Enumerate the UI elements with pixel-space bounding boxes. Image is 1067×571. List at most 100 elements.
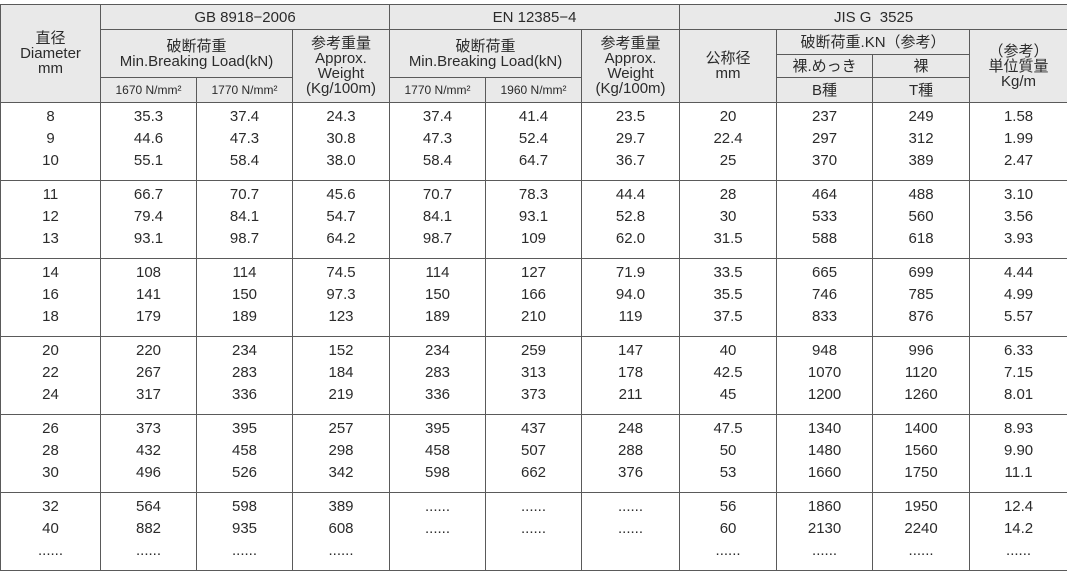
header-text: (Kg/100m)	[293, 81, 389, 96]
cell-text: 395	[390, 418, 485, 440]
cell-text: 948	[777, 340, 872, 362]
cell-text: 785	[873, 284, 969, 306]
cell-text: 395	[197, 418, 292, 440]
cell-text: 98.7	[390, 228, 485, 250]
cell-text: 14.2	[970, 518, 1067, 540]
cell-text: 317	[101, 384, 196, 406]
cell-text: 52.4	[486, 128, 581, 150]
cell-text: 1400	[873, 418, 969, 440]
cell-text: 665	[777, 262, 872, 284]
cell-text: 437	[486, 418, 581, 440]
cell-text: 29.7	[582, 128, 679, 150]
cell-text: 54.7	[293, 206, 389, 228]
cell-text: 41.4	[486, 106, 581, 128]
cell-text: 488	[873, 184, 969, 206]
cell-text: 2240	[873, 518, 969, 540]
cell-text: 458	[197, 440, 292, 462]
cell-text: 533	[777, 206, 872, 228]
cell-text: ......	[873, 540, 969, 562]
cell-text: 119	[582, 306, 679, 328]
header-cell: 裸.めっき	[777, 55, 873, 78]
cell-text: 35.5	[680, 284, 776, 306]
cell-text: 283	[197, 362, 292, 384]
cell-text: 47.3	[390, 128, 485, 150]
cell-text: 618	[873, 228, 969, 250]
cell-text: 6.33	[970, 340, 1067, 362]
cell-text: 219	[293, 384, 389, 406]
cell-text: ......	[582, 496, 679, 518]
cell-text: 4.44	[970, 262, 1067, 284]
cell-text: 2130	[777, 518, 872, 540]
cell-text: 42.5	[680, 362, 776, 384]
cell-text: 189	[197, 306, 292, 328]
cell-text: 166	[486, 284, 581, 306]
cell-text: 40	[1, 518, 100, 540]
cell-text: 1950	[873, 496, 969, 518]
cell-text: 699	[873, 262, 969, 284]
cell-text: 1480	[777, 440, 872, 462]
cell-text: 127	[486, 262, 581, 284]
cell: ............	[390, 493, 486, 571]
header-text: 裸	[873, 59, 969, 74]
cell-text: 312	[873, 128, 969, 150]
header-text: Diameter	[1, 46, 100, 61]
cell-text: 184	[293, 362, 389, 384]
header-text: 裸.めっき	[777, 59, 872, 74]
header-text: B種	[777, 83, 872, 98]
cell-text: 237	[777, 106, 872, 128]
header-cell: T種	[873, 78, 970, 103]
header-text: 単位質量	[970, 59, 1067, 74]
cell-text: 1.99	[970, 128, 1067, 150]
cell-text: 189	[390, 306, 485, 328]
cell-text: 40	[680, 340, 776, 362]
cell-text: 93.1	[101, 228, 196, 250]
cell-text: 13	[1, 228, 100, 250]
cell-text: 22.4	[680, 128, 776, 150]
cell-text: 1560	[873, 440, 969, 462]
cell-text: 7.15	[970, 362, 1067, 384]
cell-text: 14	[1, 262, 100, 284]
cell-text: 560	[873, 206, 969, 228]
cell-text: 313	[486, 362, 581, 384]
cell-text: 179	[101, 306, 196, 328]
cell-text: ......	[582, 518, 679, 540]
cell-text: 30	[680, 206, 776, 228]
cell-text: 31.5	[680, 228, 776, 250]
cell-text: 608	[293, 518, 389, 540]
cell-text: 64.7	[486, 150, 581, 172]
cell-text: 36.7	[582, 150, 679, 172]
cell-text: 1200	[777, 384, 872, 406]
cell-text: 45	[680, 384, 776, 406]
cell-text: 32	[1, 496, 100, 518]
cell-text: ......	[486, 496, 581, 518]
cell-text: 98.7	[197, 228, 292, 250]
header-text: 破断荷重	[390, 39, 581, 54]
cell-text: 52.8	[582, 206, 679, 228]
header-cell: B種	[777, 78, 873, 103]
cell-text: 588	[777, 228, 872, 250]
cell-text: 2.47	[970, 150, 1067, 172]
cell-text: 496	[101, 462, 196, 484]
cell-text: ......	[777, 540, 872, 562]
cell-text: 70.7	[390, 184, 485, 206]
